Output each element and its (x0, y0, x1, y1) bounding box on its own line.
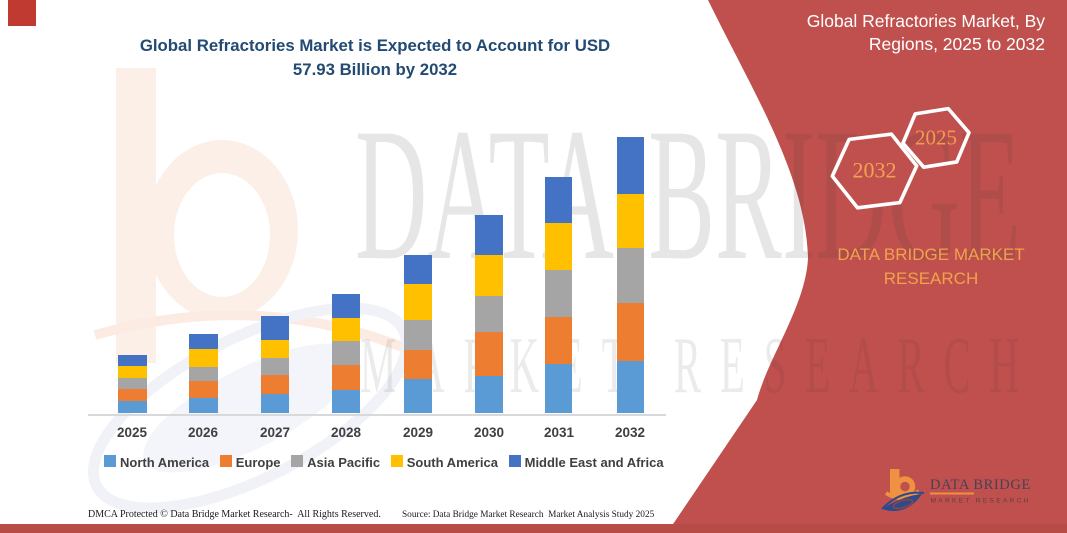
svg-text:MARKET RESEARCH: MARKET RESEARCH (931, 498, 1031, 505)
svg-text:DATA BRIDGE: DATA BRIDGE (930, 477, 1031, 493)
svg-text:2025: 2025 (915, 126, 957, 150)
svg-text:2032: 2032 (853, 158, 897, 183)
